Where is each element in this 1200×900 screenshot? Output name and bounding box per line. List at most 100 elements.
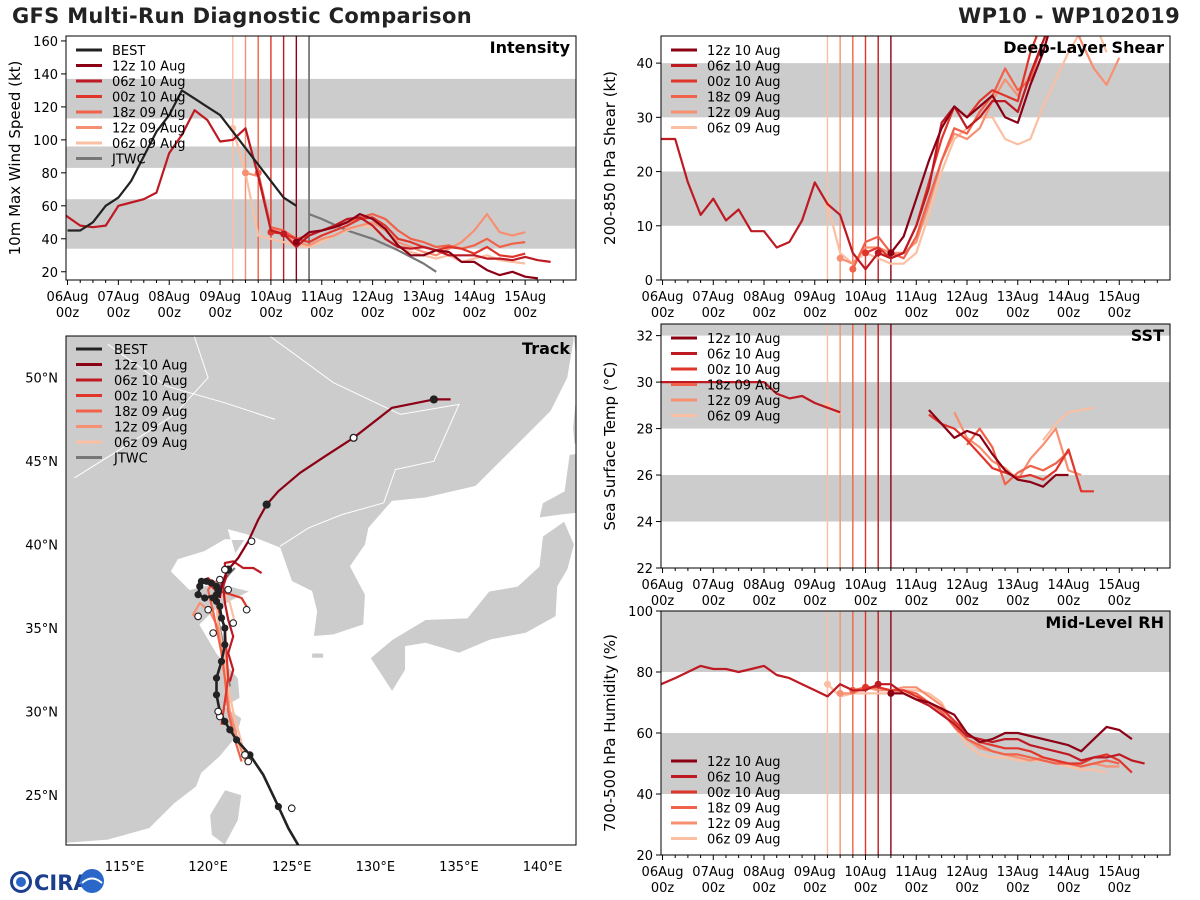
intensity-legend-label: 12z 10 Aug — [112, 60, 186, 75]
rh-legend-label: 18z 09 Aug — [707, 802, 781, 817]
sst-xtick-label: 00z — [803, 594, 827, 609]
sst-legend-label: 06z 09 Aug — [707, 410, 781, 425]
intensity-band-2 — [66, 78, 576, 119]
intensity-ytick-label: 60 — [41, 200, 58, 215]
shear-init-point — [849, 265, 857, 273]
track-panel: 115°E 120°E 125°E 130°E 135°E 140°E 25°N 30°N 35… — [25, 335, 577, 875]
shear-xtick-label: 00z — [803, 306, 827, 321]
sst-legend-label: 00z 10 Aug — [707, 363, 781, 378]
intensity-xtick-label: 00z — [259, 306, 283, 321]
rh-xtick-label: 00z — [803, 881, 827, 896]
best-track-point — [226, 726, 234, 734]
rh-xtick-label: 08Aug — [743, 865, 785, 880]
rh-xtick-label: 12Aug — [946, 865, 988, 880]
sst-frame — [660, 323, 1171, 569]
intensity-ytick-label: 100 — [33, 134, 58, 149]
sst-legend-label: 06z 10 Aug — [707, 348, 781, 363]
rh-title: Mid-Level RH — [1045, 613, 1164, 632]
intensity-title: Intensity — [490, 38, 571, 57]
intensity-xtick-label: 00z — [513, 306, 537, 321]
shear-series-06z-10-aug — [661, 36, 1047, 271]
track-open-point — [349, 433, 358, 442]
intensity-legend-label: 06z 10 Aug — [112, 75, 186, 90]
best-track-point — [201, 594, 209, 602]
sst-series-06z-09-aug — [1042, 406, 1095, 441]
intensity-xtick-label: 09Aug — [199, 290, 241, 305]
intensity-panel: 2040608010012014016006Aug00z07Aug00z08Au… — [6, 35, 577, 321]
intensity-init-point — [241, 169, 249, 177]
figure-title: GFS Multi-Run Diagnostic Comparison — [12, 4, 472, 28]
shear-ylabel: 200-850 hPa Shear (kt) — [601, 71, 619, 245]
sst-xtick-label: 09Aug — [794, 578, 836, 593]
intensity-ytick-label: 80 — [41, 167, 58, 182]
shear-xtick-label: 14Aug — [1048, 290, 1090, 305]
intensity-series-12z-10-aug — [295, 213, 539, 280]
best-track-point — [194, 591, 202, 599]
shear-xtick-label: 12Aug — [946, 290, 988, 305]
sst-title: SST — [1131, 326, 1164, 345]
sst-xtick-label: 00z — [651, 594, 675, 609]
sst-legend-label: 12z 10 Aug — [707, 332, 781, 347]
intensity-xtick-label: 00z — [463, 306, 487, 321]
track-lat-label: 25°N — [25, 789, 58, 804]
intensity-legend-label: 00z 10 Aug — [112, 91, 186, 106]
intensity-xtick-label: 00z — [412, 306, 436, 321]
intensity-xtick-label: 06Aug — [47, 290, 89, 305]
rh-xtick-label: 00z — [955, 881, 979, 896]
shear-legend-label: 06z 10 Aug — [707, 60, 781, 75]
shear-xtick-label: 10Aug — [845, 290, 887, 305]
intensity-ytick-label: 120 — [33, 101, 58, 116]
track-open-point — [242, 605, 251, 614]
rh-init-point — [823, 680, 831, 688]
rh-xtick-label: 07Aug — [692, 865, 734, 880]
shear-legend-label: 18z 09 Aug — [707, 91, 781, 106]
track-open-point — [287, 804, 296, 813]
cira-logo: CIRA — [10, 869, 104, 895]
rh-legend-label: 00z 10 Aug — [707, 786, 781, 801]
shear-legend-label: 06z 09 Aug — [707, 122, 781, 137]
shear-legend-label: 00z 10 Aug — [707, 75, 781, 90]
intensity-ytick-label: 20 — [41, 266, 58, 281]
intensity-legend-label: 06z 09 Aug — [112, 137, 186, 152]
track-open-point — [241, 751, 249, 759]
rh-series-12z-10-aug — [890, 692, 1133, 753]
intensity-xtick-label: 00z — [158, 306, 182, 321]
sst-band-0 — [661, 475, 1170, 522]
track-open-point — [224, 585, 233, 594]
forecast-point — [262, 500, 271, 509]
intensity-legend-label: 18z 09 Aug — [112, 106, 186, 121]
rh-init-point — [874, 680, 882, 688]
rh-xtick-label: 00z — [905, 881, 929, 896]
shear-series-12z-10-aug — [890, 36, 1050, 254]
track-lat-label: 50°N — [25, 372, 58, 387]
sst-xtick-label: 14Aug — [1048, 578, 1090, 593]
intensity-xtick-label: 11Aug — [301, 290, 343, 305]
track-open-point — [229, 619, 238, 627]
rh-ytick-label: 20 — [636, 849, 653, 864]
track-lat-label: 30°N — [25, 705, 58, 720]
sst-series-06z-10-aug — [661, 381, 841, 414]
track-lon-label: 120°E — [188, 860, 228, 875]
track-lat-label: 35°N — [25, 622, 58, 637]
best-track-point — [298, 844, 302, 845]
best-track-point — [217, 614, 226, 622]
shear-xtick-label: 06Aug — [642, 290, 684, 305]
best-track-point — [196, 582, 204, 590]
sst-xtick-label: 00z — [1108, 594, 1132, 609]
track-open-point — [209, 629, 217, 637]
intensity-plot-area — [66, 36, 576, 280]
intensity-init-point — [280, 230, 288, 238]
rh-legend-label: 12z 10 Aug — [707, 755, 781, 770]
intensity-xtick-label: 10Aug — [250, 290, 292, 305]
track-open-point — [194, 612, 202, 621]
sst-series-12z-10-aug — [928, 409, 1069, 488]
sakhalin — [572, 336, 576, 446]
rh-xtick-label: 06Aug — [642, 865, 684, 880]
rh-panel: 2040608010006Aug00z07Aug00z08Aug00z09Aug… — [601, 605, 1171, 896]
sst-xtick-label: 00z — [955, 594, 979, 609]
track-open-point — [247, 537, 256, 546]
track-legend-label: 18z 09 Aug — [114, 405, 188, 420]
track-lat-label: 45°N — [25, 455, 58, 470]
